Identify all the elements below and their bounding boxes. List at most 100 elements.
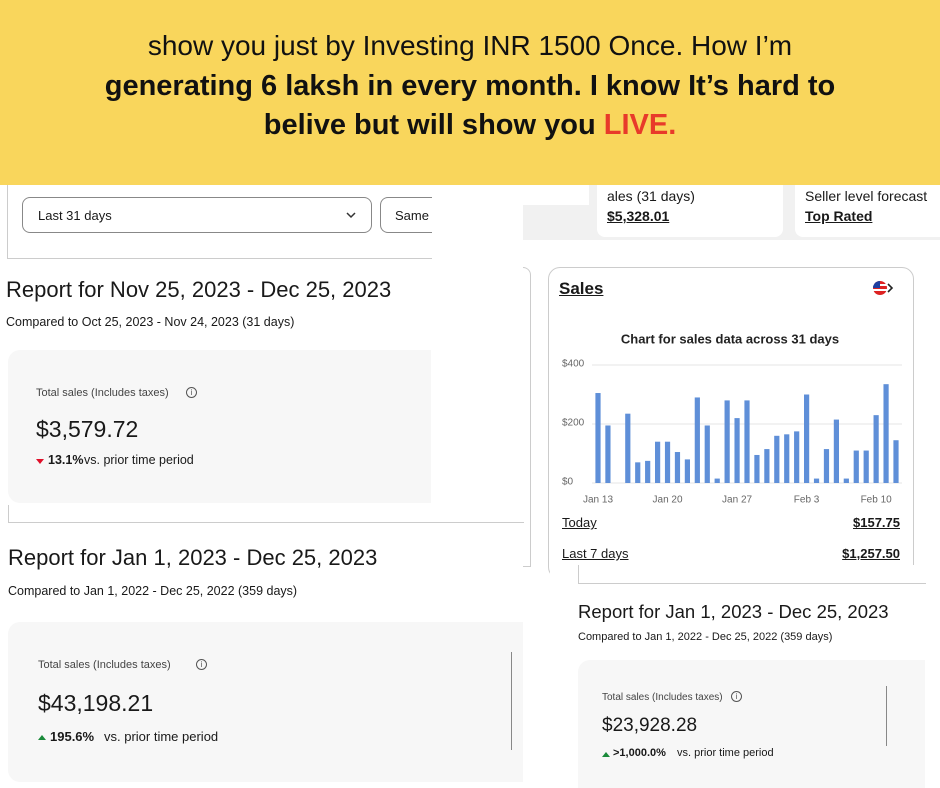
bar (635, 462, 641, 483)
period-dropdown[interactable]: Last 31 days (22, 197, 372, 233)
summary-card: Seller level forecast Top Rated (795, 185, 940, 237)
bar (774, 435, 780, 483)
summary-edge (523, 185, 589, 205)
metric-value: $23,928.28 (602, 715, 698, 736)
bar (694, 397, 700, 483)
banner-line: belive but will show you LIVE. (0, 109, 940, 142)
down-arrow (36, 459, 44, 464)
divider (8, 505, 524, 523)
bar (704, 425, 710, 483)
summary-card: ales (31 days) $5,328.01 (597, 185, 783, 237)
dropdown-value: Last 31 days (38, 208, 112, 223)
chart-title: Chart for sales data across 31 days (621, 331, 839, 346)
divider (578, 565, 926, 584)
bar (833, 419, 839, 483)
x-tick-label: Jan 20 (653, 495, 683, 506)
x-tick-label: Jan 27 (722, 495, 752, 506)
y-tick-label: $0 (562, 477, 574, 488)
metric-card: Total sales (Includes taxes) i $3,579.72… (8, 350, 431, 503)
row-label[interactable]: Today (562, 515, 597, 530)
report-panel: Report for Jan 1, 2023 - Dec 25, 2023 Co… (550, 565, 926, 788)
metric-label: Total sales (Includes taxes) (38, 659, 171, 671)
change-value: 195.6% (50, 729, 95, 744)
compare-dropdown[interactable]: Same (380, 197, 432, 233)
bar (605, 425, 611, 483)
bar (714, 478, 720, 483)
bar (764, 449, 770, 483)
up-arrow (602, 752, 610, 757)
bar (724, 400, 730, 483)
bar (794, 431, 800, 483)
x-tick-label: Jan 13 (583, 495, 613, 506)
row-value[interactable]: $1,257.50 (842, 546, 900, 561)
metric-label: Total sales (Includes taxes) (36, 387, 169, 399)
report-title: Report for Jan 1, 2023 - Dec 25, 2023 (578, 601, 889, 622)
sales-card: Sales Today $157.75 Last 7 days $1,257.5… (548, 267, 914, 579)
row-value[interactable]: $157.75 (853, 515, 900, 530)
bar (645, 460, 651, 483)
info-icon[interactable]: i (186, 387, 197, 398)
change-value: >1,000.0% (613, 747, 666, 759)
card-divider (511, 652, 512, 750)
report-title: Report for Nov 25, 2023 - Dec 25, 2023 (6, 277, 392, 302)
banner: show you just by Investing INR 1500 Once… (0, 0, 940, 185)
filter-panel (7, 185, 432, 259)
bar (734, 418, 740, 483)
banner-line: show you just by Investing INR 1500 Once… (147, 30, 793, 61)
change-text: vs. prior time period (104, 729, 219, 744)
bar (853, 450, 859, 483)
bar (744, 400, 750, 483)
banner-text: belive but will show you (263, 109, 596, 141)
bar (655, 441, 661, 483)
change-text: vs. prior time period (677, 747, 774, 759)
bar (893, 440, 899, 483)
banner-highlight: LIVE. (603, 109, 677, 141)
bar (625, 413, 631, 483)
bar (883, 384, 889, 483)
bar (813, 478, 820, 483)
x-tick-label: Feb 10 (861, 495, 893, 506)
change-text: vs. prior time period (84, 453, 194, 467)
bar (674, 452, 681, 483)
bar (784, 434, 790, 483)
card-divider (886, 686, 887, 746)
metric-card: Total sales (Includes taxes) i $23,928.2… (578, 660, 925, 788)
metric-card: Total sales (Includes taxes) i $43,198.2… (8, 622, 523, 782)
banner-line: generating 6 laksh in every month. I kno… (104, 70, 836, 102)
bar (873, 415, 879, 483)
bar (595, 393, 601, 483)
info-icon[interactable]: i (731, 691, 742, 702)
row-label[interactable]: Last 7 days (562, 546, 629, 561)
report-title: Report for Jan 1, 2023 - Dec 25, 2023 (8, 545, 378, 570)
y-tick-label: $200 (562, 418, 585, 429)
chevron (346, 212, 356, 219)
summary-value[interactable]: $5,328.01 (607, 208, 670, 224)
y-tick-label: $400 (562, 359, 585, 370)
summary-label: Seller level forecast (805, 188, 928, 204)
metric-value: $43,198.21 (38, 690, 154, 716)
bar (863, 450, 869, 483)
metric-label: Total sales (Includes taxes) (602, 692, 723, 703)
report-compared: Compared to Oct 25, 2023 - Nov 24, 2023 … (6, 315, 295, 329)
bar (664, 441, 671, 483)
summary-label: ales (31 days) (607, 188, 695, 204)
x-tick-label: Feb 3 (794, 495, 820, 506)
bar (684, 459, 690, 483)
bar (823, 449, 830, 483)
bar (754, 454, 760, 483)
sales-title[interactable]: Sales (559, 279, 604, 298)
change-value: 13.1% (48, 453, 84, 467)
bar (843, 478, 849, 483)
summary-value[interactable]: Top Rated (805, 208, 873, 224)
region-flag[interactable] (872, 280, 894, 296)
up-arrow (38, 735, 46, 740)
bar (804, 394, 810, 483)
metric-value: $3,579.72 (36, 416, 139, 442)
dropdown-value: Same (395, 208, 429, 223)
prev-card-edge (523, 267, 531, 567)
info-icon[interactable]: i (196, 659, 207, 670)
report-compared: Compared to Jan 1, 2022 - Dec 25, 2022 (… (578, 631, 833, 643)
report-compared: Compared to Jan 1, 2022 - Dec 25, 2022 (… (8, 584, 298, 598)
